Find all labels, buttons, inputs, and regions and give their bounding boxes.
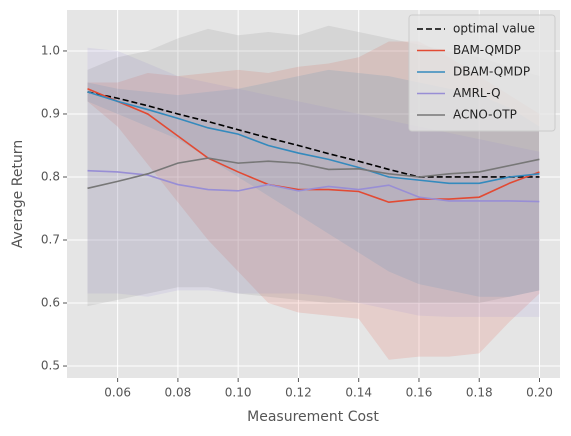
x-tick-label: 0.16 (406, 386, 433, 400)
x-tick-label: 0.12 (285, 386, 312, 400)
series-line (87, 157, 540, 190)
x-tick-label: 0.10 (225, 386, 252, 400)
series-line (87, 169, 540, 203)
x-tick-label: 0.20 (526, 386, 553, 400)
y-axis-label: Average Return (10, 140, 26, 248)
y-tick-label: 0.8 (41, 169, 60, 183)
legend-label: ACNO-OTP (453, 108, 517, 122)
series-line (87, 88, 540, 204)
x-axis-label: Measurement Cost (247, 409, 379, 425)
x-tick-label: 0.18 (466, 386, 493, 400)
legend-box (408, 14, 556, 132)
confidence-band (87, 47, 540, 317)
series-line (87, 91, 540, 178)
legend-label: AMRL-Q (453, 86, 501, 100)
series-line (87, 91, 540, 185)
x-tick-label: 0.08 (165, 386, 192, 400)
legend-label: optimal value (453, 22, 535, 36)
y-tick-label: 1.0 (41, 43, 60, 57)
legend-label: DBAM-QMDP (453, 65, 530, 79)
x-tick-label: 0.14 (345, 386, 372, 400)
legend-label: BAM-QMDP (453, 43, 521, 57)
y-tick-label: 0.6 (41, 296, 60, 310)
x-tick-label: 0.06 (104, 386, 131, 400)
y-tick-label: 0.9 (41, 106, 60, 120)
y-tick-label: 0.7 (41, 233, 60, 247)
y-tick-label: 0.5 (41, 359, 60, 373)
